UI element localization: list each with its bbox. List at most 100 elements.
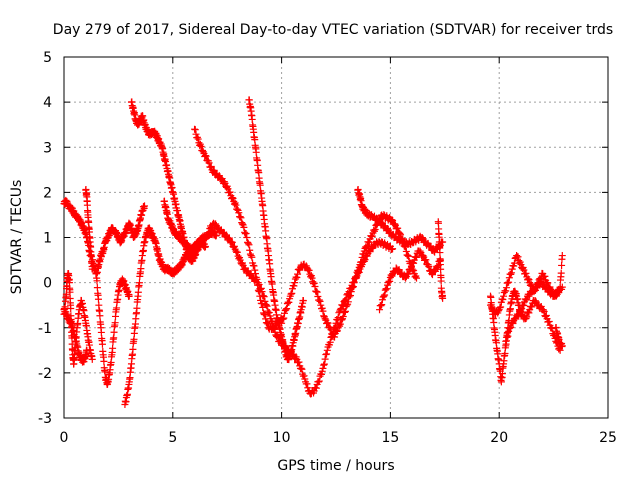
data-point-track-o: [377, 302, 385, 310]
data-point-track-j: [232, 201, 240, 209]
data-point-track-j: [245, 241, 253, 249]
data-point-track-q: [537, 302, 545, 310]
x-tick-label: 25: [599, 430, 617, 446]
data-point-track-j: [240, 223, 248, 231]
data-point-track-o: [384, 279, 392, 287]
data-point-track-m: [314, 292, 322, 300]
data-point-track-j: [196, 141, 204, 149]
data-point-track-r: [541, 272, 549, 280]
data-point-track-e: [125, 292, 133, 300]
data-point-track-q: [542, 312, 550, 320]
data-point-track-j: [251, 266, 259, 274]
y-tick-label: 2: [43, 185, 52, 201]
data-point-track-s: [520, 301, 528, 309]
y-tick-label: 4: [43, 95, 52, 111]
data-point-track-e: [111, 319, 119, 327]
data-point-track-m: [345, 293, 353, 301]
data-point-track-k: [255, 281, 263, 289]
data-point-track-k: [298, 365, 306, 373]
data-point-track-m: [388, 216, 396, 224]
data-point-track-p: [437, 265, 445, 273]
data-point-track-m: [341, 307, 349, 315]
data-point-track-k: [269, 322, 277, 330]
data-point-track-o: [410, 259, 418, 267]
x-tick-label: 15: [381, 430, 399, 446]
data-point-track-s: [558, 283, 566, 291]
data-point-track-m: [347, 288, 355, 296]
data-point-track-r: [513, 252, 521, 260]
data-point-track-n: [418, 234, 426, 242]
data-point-track-k: [312, 384, 320, 392]
data-point-track-r: [510, 262, 518, 270]
data-point-track-r: [525, 276, 533, 284]
data-point-track-e: [98, 340, 106, 348]
data-point-track-o: [381, 291, 389, 299]
data-point-track-k: [246, 270, 254, 278]
data-point-track-k: [254, 279, 262, 287]
data-point-track-j: [247, 252, 255, 260]
data-point-track-q: [531, 297, 539, 305]
data-point-track-b: [88, 355, 96, 363]
data-point-track-k: [323, 350, 331, 358]
y-tick-label: 5: [43, 50, 52, 66]
data-point-track-k: [303, 380, 311, 388]
data-point-track-r: [494, 307, 502, 315]
data-point-track-k: [258, 288, 266, 296]
data-point-track-o: [378, 301, 386, 309]
data-point-track-s: [507, 323, 515, 331]
data-point-track-q: [545, 317, 553, 325]
data-point-track-m: [283, 300, 291, 308]
data-point-track-j: [222, 183, 230, 191]
data-point-track-r: [508, 269, 516, 277]
data-point-track-m: [278, 319, 286, 327]
data-point-track-k: [336, 306, 344, 314]
data-point-track-k: [238, 260, 246, 268]
data-point-track-m: [394, 224, 402, 232]
data-point-track-r: [558, 261, 566, 269]
data-point-track-m: [396, 229, 404, 237]
data-point-track-j: [193, 133, 201, 141]
data-point-track-j: [191, 126, 199, 134]
data-point-track-m: [333, 327, 341, 335]
data-point-track-j: [197, 143, 205, 151]
data-point-track-k: [297, 364, 305, 372]
data-point-track-k: [315, 377, 323, 385]
data-point-track-o: [383, 285, 391, 293]
data-point-track-m: [352, 274, 360, 282]
data-point-track-m: [279, 315, 287, 323]
data-point-track-j: [233, 205, 241, 213]
data-point-track-k: [320, 361, 328, 369]
data-point-track-g: [129, 345, 137, 353]
data-point-track-m: [336, 320, 344, 328]
data-point-track-m: [331, 333, 339, 341]
data-point-track-h: [201, 243, 209, 251]
data-point-track-g: [133, 304, 141, 312]
data-point-track-m: [294, 270, 302, 278]
data-point-track-m: [283, 305, 291, 313]
data-point-track-j: [230, 200, 238, 208]
data-point-track-o: [381, 286, 389, 294]
data-point-track-k: [233, 248, 241, 256]
data-point-track-m: [280, 314, 288, 322]
data-point-track-r: [536, 275, 544, 283]
data-point-track-j: [194, 135, 202, 143]
data-point-track-i: [191, 252, 199, 260]
data-point-track-q: [540, 308, 548, 316]
data-point-track-e: [100, 357, 108, 365]
data-point-track-m: [368, 232, 376, 240]
data-point-track-r: [558, 252, 566, 260]
y-axis-label: SDTVAR / TECUs: [9, 180, 25, 295]
y-tick-label: -1: [38, 321, 52, 337]
data-point-track-k: [318, 367, 326, 375]
data-point-track-m: [321, 315, 329, 323]
data-point-track-o: [433, 262, 441, 270]
data-point-track-j: [210, 166, 218, 174]
data-point-track-q: [525, 309, 533, 317]
data-point-track-m: [282, 306, 290, 314]
data-point-track-m: [391, 220, 399, 228]
data-point-track-j: [248, 253, 256, 261]
data-point-track-n: [383, 225, 391, 233]
data-point-track-j: [205, 159, 213, 167]
